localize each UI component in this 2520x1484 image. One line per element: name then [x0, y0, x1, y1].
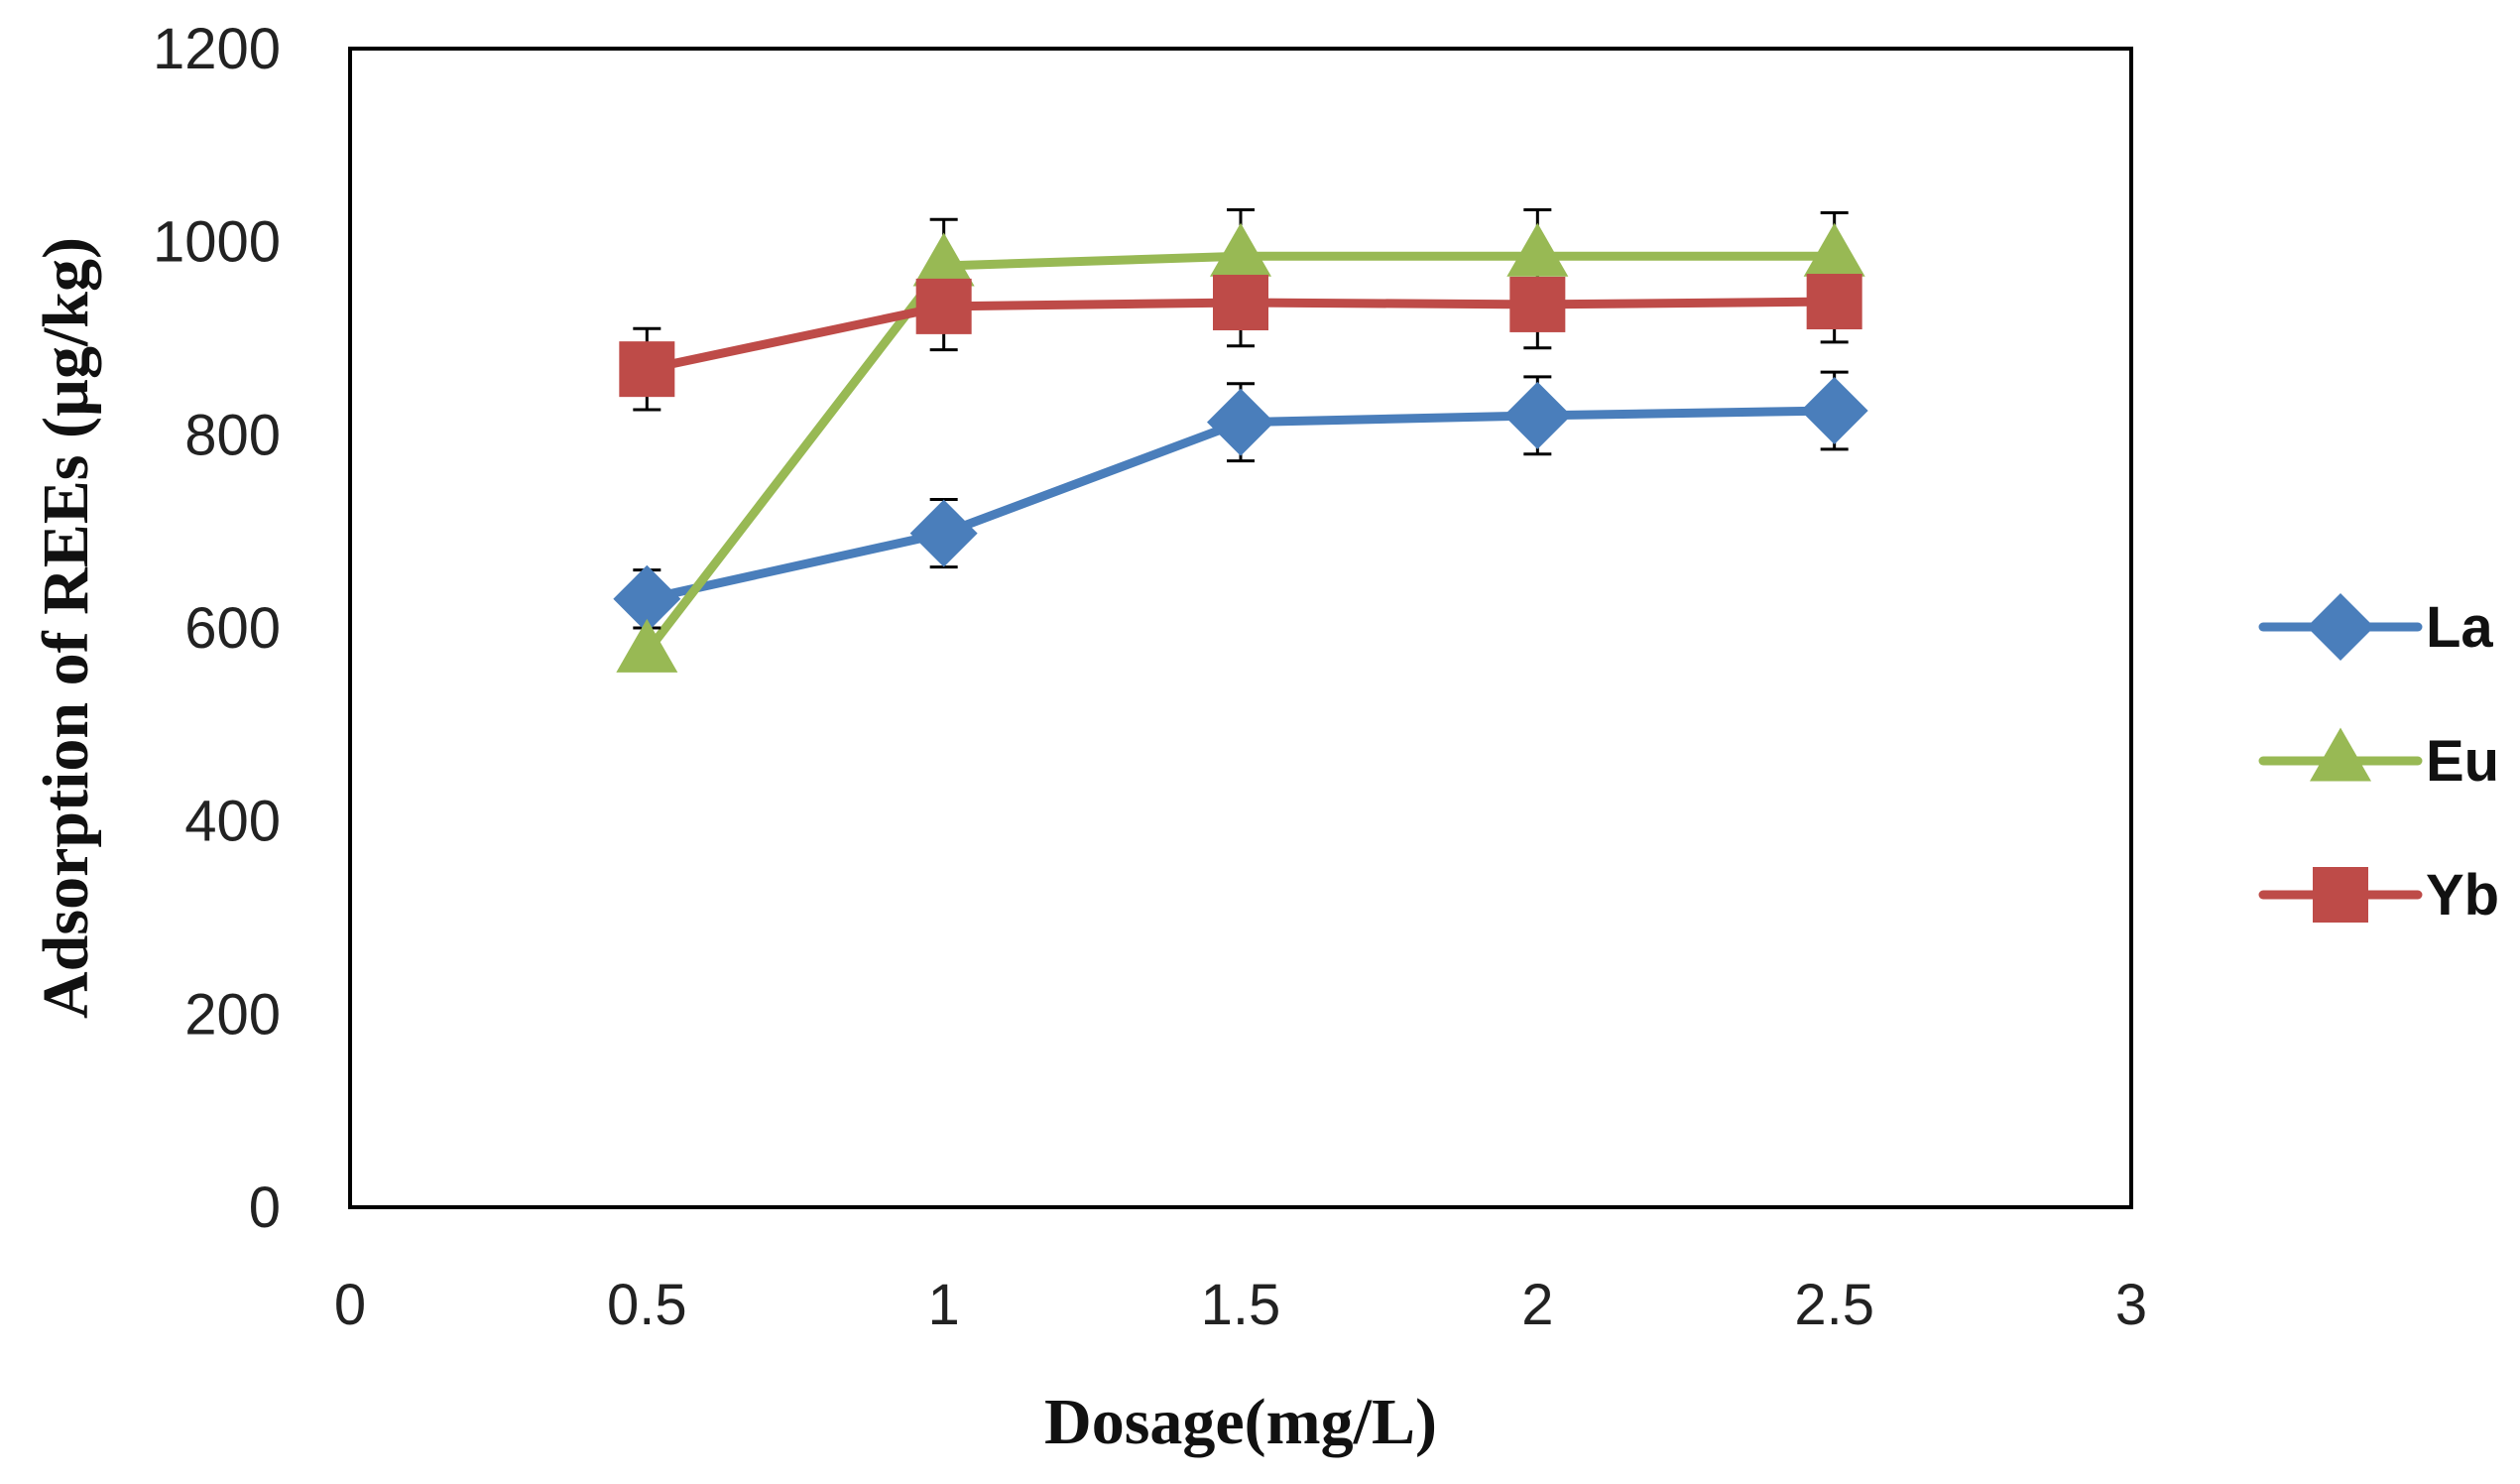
- data-point-yb: [1509, 276, 1566, 332]
- x-tick-label: 3: [2115, 1273, 2147, 1337]
- y-tick-label: 0: [249, 1175, 281, 1240]
- legend-item-eu: Eu: [2258, 727, 2499, 794]
- y-tick-label: 1000: [153, 210, 281, 275]
- data-point-eu: [1803, 222, 1865, 277]
- x-tick-label: 2.5: [1794, 1273, 1874, 1337]
- data-point-eu: [1210, 222, 1271, 277]
- series-markers: [613, 222, 1868, 673]
- y-tick-label: 800: [184, 403, 281, 467]
- x-tick-label: 1: [928, 1273, 960, 1337]
- x-tick-label: 1.5: [1201, 1273, 1281, 1337]
- x-tick-label: 2: [1521, 1273, 1553, 1337]
- legend-item-yb: Yb: [2258, 863, 2499, 928]
- legend: La Eu Yb: [2258, 593, 2499, 928]
- data-point-yb: [915, 278, 972, 334]
- data-point-la: [1800, 377, 1868, 444]
- legend-item-la: La: [2258, 593, 2493, 661]
- y-tick-label: 600: [184, 596, 281, 661]
- data-point-eu: [912, 232, 975, 287]
- data-point-yb: [1213, 274, 1268, 330]
- data-point-la: [1207, 388, 1274, 456]
- x-axis-title: Dosage(mg/L): [1044, 1386, 1437, 1458]
- y-tick-label: 400: [184, 790, 281, 854]
- data-point-la: [909, 499, 978, 567]
- y-axis-title: Adsorption of REEs (µg/kg): [30, 237, 102, 1019]
- legend-marker-la: [2307, 593, 2374, 661]
- legend-label-eu: Eu: [2426, 729, 2499, 794]
- data-point-eu: [1506, 222, 1569, 277]
- data-point-yb: [619, 341, 675, 398]
- y-tick-label: 1200: [153, 17, 281, 81]
- data-point-la: [613, 564, 681, 633]
- legend-label-yb: Yb: [2426, 863, 2499, 928]
- data-point-la: [1503, 381, 1572, 449]
- legend-marker-eu: [2310, 727, 2371, 782]
- series-layer: [613, 208, 1868, 673]
- y-tick-labels: 0 200 400 600 800 1000 1200: [153, 17, 281, 1240]
- x-tick-label: 0: [334, 1273, 366, 1337]
- data-point-yb: [1806, 274, 1862, 330]
- legend-label-la: La: [2426, 595, 2493, 660]
- x-tick-label: 0.5: [607, 1273, 687, 1337]
- y-tick-label: 200: [184, 982, 281, 1047]
- data-point-eu: [616, 618, 678, 673]
- x-tick-labels: 0 0.5 1 1.5 2 2.5 3: [334, 1273, 2147, 1337]
- legend-marker-yb: [2313, 867, 2368, 923]
